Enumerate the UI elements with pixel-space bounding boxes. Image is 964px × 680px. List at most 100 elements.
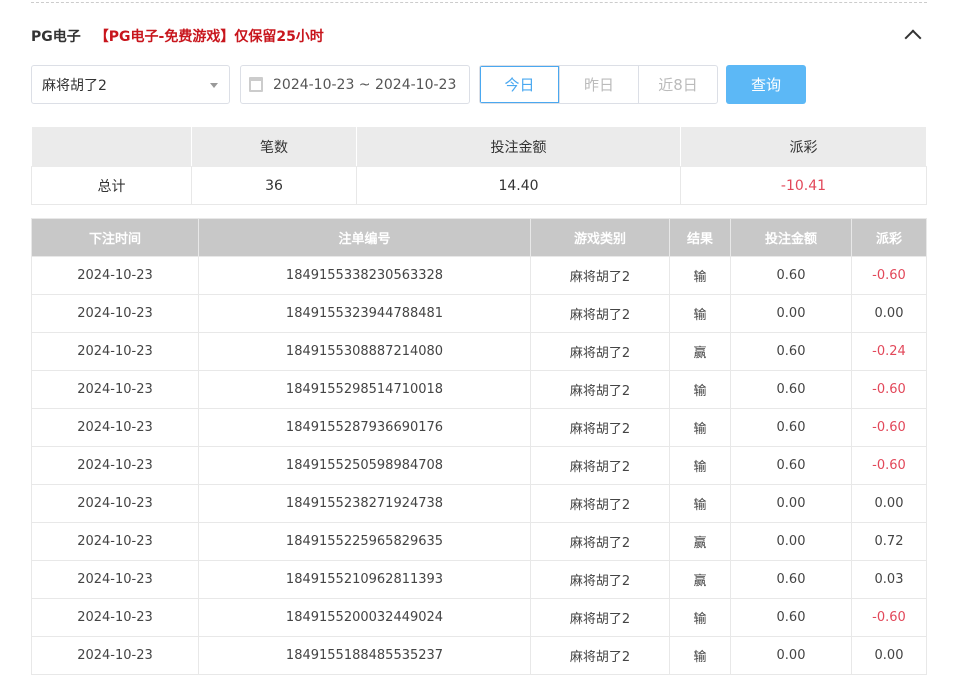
summary-bet: 14.40 bbox=[356, 166, 681, 205]
payout-cell: -0.60 bbox=[851, 446, 927, 485]
summary-header: 派彩 bbox=[680, 126, 927, 167]
table-row: 2024-10-23 1849155308887214080 麻将胡了2 赢 0.60-… bbox=[31, 332, 927, 371]
column-header-bet-time: 下注时间 bbox=[31, 218, 199, 257]
bet-id-cell: 1849155308887214080 bbox=[198, 332, 531, 371]
game-type-cell: 麻将胡了2 bbox=[530, 446, 670, 485]
bets-table: 下注时间 注单编号 游戏类别 结果 投注金额 派彩 2024-10-23 184915533… bbox=[31, 218, 927, 675]
payout-cell: 0.00 bbox=[851, 636, 927, 675]
result-cell: 输 bbox=[669, 370, 731, 409]
notice-text: 【PG电子-免费游戏】仅保留25小时 bbox=[94, 29, 324, 45]
bet-id-cell: 1849155210962811393 bbox=[198, 560, 531, 599]
payout-cell: -0.60 bbox=[851, 408, 927, 447]
game-select[interactable]: 麻将胡了2 bbox=[31, 65, 230, 104]
bet-time-cell: 2024-10-23 bbox=[31, 560, 199, 599]
bet-amount-cell: 0.60 bbox=[730, 598, 852, 637]
result-cell: 赢 bbox=[669, 332, 731, 371]
bet-amount-cell: 0.60 bbox=[730, 332, 852, 371]
bet-time-cell: 2024-10-23 bbox=[31, 598, 199, 637]
calendar-icon bbox=[249, 77, 263, 92]
summary-header: 投注金额 bbox=[356, 126, 681, 167]
bet-id-cell: 1849155188485535237 bbox=[198, 636, 531, 675]
game-type-cell: 麻将胡了2 bbox=[530, 294, 670, 333]
table-row: 2024-10-23 1849155323944788481 麻将胡了2 输 0.00 0… bbox=[31, 294, 927, 333]
summary-count: 36 bbox=[191, 166, 357, 205]
bet-id-cell: 1849155298514710018 bbox=[198, 370, 531, 409]
game-type-cell: 麻将胡了2 bbox=[530, 256, 670, 295]
summary-label: 总计 bbox=[31, 166, 192, 205]
table-row: 2024-10-23 1849155225965829635 麻将胡了2 赢 0.00 0… bbox=[31, 522, 927, 561]
game-type-cell: 麻将胡了2 bbox=[530, 560, 670, 599]
result-cell: 输 bbox=[669, 636, 731, 675]
bet-amount-cell: 0.60 bbox=[730, 408, 852, 447]
quick-date-group: 今日 昨日 近8日 bbox=[479, 65, 718, 104]
table-row: 2024-10-23 1849155250598984708 麻将胡了2 输 0.60-… bbox=[31, 446, 927, 485]
summary-header bbox=[31, 126, 192, 167]
game-select-value: 麻将胡了2 bbox=[42, 77, 107, 94]
game-type-cell: 麻将胡了2 bbox=[530, 484, 670, 523]
result-cell: 输 bbox=[669, 256, 731, 295]
bet-amount-cell: 0.00 bbox=[730, 522, 852, 561]
bet-amount-cell: 0.00 bbox=[730, 636, 852, 675]
bet-amount-cell: 0.60 bbox=[730, 370, 852, 409]
table-row: 2024-10-23 1849155338230563328 麻将胡了2 输 0.60-… bbox=[31, 256, 927, 295]
bet-id-cell: 1849155200032449024 bbox=[198, 598, 531, 637]
bet-time-cell: 2024-10-23 bbox=[31, 446, 199, 485]
table-row: 2024-10-23 1849155188485535237 麻将胡了2 输 0.00 0… bbox=[31, 636, 927, 675]
divider bbox=[31, 2, 927, 3]
last-8-days-button[interactable]: 近8日 bbox=[638, 66, 717, 103]
bet-time-cell: 2024-10-23 bbox=[31, 294, 199, 333]
result-cell: 输 bbox=[669, 294, 731, 333]
table-row: 2024-10-23 1849155287936690176 麻将胡了2 输 0.60-… bbox=[31, 408, 927, 447]
bet-time-cell: 2024-10-23 bbox=[31, 332, 199, 371]
column-header-bet-id: 注单编号 bbox=[198, 218, 531, 257]
game-type-cell: 麻将胡了2 bbox=[530, 408, 670, 447]
game-type-cell: 麻将胡了2 bbox=[530, 370, 670, 409]
payout-cell: 0.00 bbox=[851, 294, 927, 333]
game-type-cell: 麻将胡了2 bbox=[530, 522, 670, 561]
result-cell: 输 bbox=[669, 446, 731, 485]
yesterday-button[interactable]: 昨日 bbox=[559, 66, 638, 103]
bet-id-cell: 1849155238271924738 bbox=[198, 484, 531, 523]
bet-amount-cell: 0.60 bbox=[730, 256, 852, 295]
column-header-bet-amount: 投注金额 bbox=[730, 218, 852, 257]
query-button[interactable]: 查询 bbox=[726, 65, 806, 104]
bet-amount-cell: 0.00 bbox=[730, 484, 852, 523]
result-cell: 赢 bbox=[669, 522, 731, 561]
chevron-up-icon[interactable] bbox=[904, 29, 922, 47]
date-range-value: 2024-10-23 ~ 2024-10-23 bbox=[273, 76, 457, 93]
today-button[interactable]: 今日 bbox=[480, 66, 559, 103]
payout-cell: -0.24 bbox=[851, 332, 927, 371]
summary-header: 笔数 bbox=[191, 126, 357, 167]
bet-id-cell: 1849155250598984708 bbox=[198, 446, 531, 485]
bet-id-cell: 1849155338230563328 bbox=[198, 256, 531, 295]
payout-cell: 0.03 bbox=[851, 560, 927, 599]
result-cell: 输 bbox=[669, 598, 731, 637]
bet-amount-cell: 0.60 bbox=[730, 446, 852, 485]
table-row: 2024-10-23 1849155298514710018 麻将胡了2 输 0.60-… bbox=[31, 370, 927, 409]
bet-time-cell: 2024-10-23 bbox=[31, 484, 199, 523]
section-title: PG电子 bbox=[31, 29, 81, 45]
result-cell: 输 bbox=[669, 408, 731, 447]
payout-cell: -0.60 bbox=[851, 256, 927, 295]
bet-id-cell: 1849155323944788481 bbox=[198, 294, 531, 333]
payout-cell: 0.00 bbox=[851, 484, 927, 523]
bet-amount-cell: 0.00 bbox=[730, 294, 852, 333]
result-cell: 输 bbox=[669, 484, 731, 523]
bet-time-cell: 2024-10-23 bbox=[31, 522, 199, 561]
payout-cell: -0.60 bbox=[851, 370, 927, 409]
column-header-result: 结果 bbox=[669, 218, 731, 257]
bet-time-cell: 2024-10-23 bbox=[31, 256, 199, 295]
table-row: 2024-10-23 1849155238271924738 麻将胡了2 输 0.00 0… bbox=[31, 484, 927, 523]
bet-id-cell: 1849155225965829635 bbox=[198, 522, 531, 561]
result-cell: 赢 bbox=[669, 560, 731, 599]
date-range-picker[interactable]: 2024-10-23 ~ 2024-10-23 bbox=[240, 65, 470, 104]
game-type-cell: 麻将胡了2 bbox=[530, 332, 670, 371]
payout-cell: 0.72 bbox=[851, 522, 927, 561]
bet-amount-cell: 0.60 bbox=[730, 560, 852, 599]
bet-time-cell: 2024-10-23 bbox=[31, 636, 199, 675]
column-header-payout: 派彩 bbox=[851, 218, 927, 257]
summary-payout: -10.41 bbox=[680, 166, 927, 205]
summary-table: 笔数 投注金额 派彩 总计 36 14.40 -10.41 bbox=[31, 126, 927, 205]
payout-cell: -0.60 bbox=[851, 598, 927, 637]
bet-time-cell: 2024-10-23 bbox=[31, 408, 199, 447]
